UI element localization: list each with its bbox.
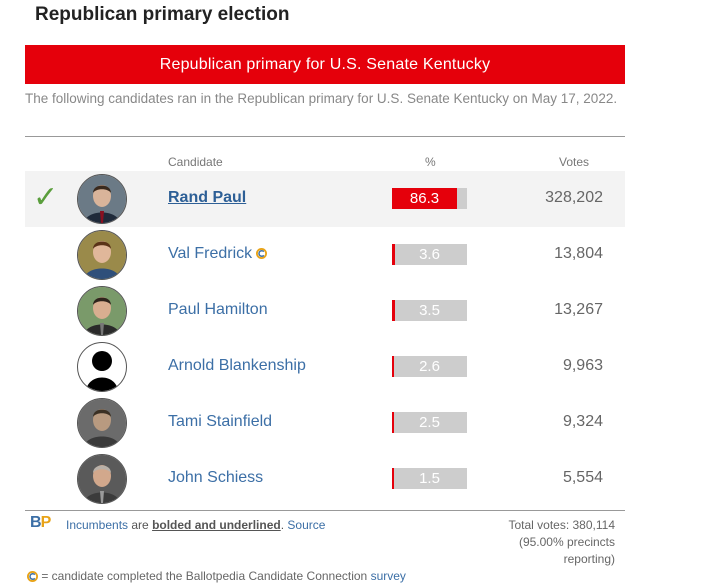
candidate-name: John Schiess — [168, 469, 264, 486]
vote-percent-label: 1.5 — [419, 470, 440, 487]
candidate-name: Rand Paul — [168, 189, 247, 206]
candidate-photo[interactable] — [77, 342, 127, 392]
checkmark-icon: ✓ — [33, 180, 59, 215]
section-heading: Republican primary election — [35, 4, 290, 25]
vote-percent-bar: 2.6 — [392, 356, 467, 377]
survey-link[interactable]: survey — [370, 569, 406, 583]
vote-count: 13,804 — [554, 245, 603, 262]
vote-percent-fill — [392, 300, 395, 321]
candidate-connection-icon — [27, 571, 38, 583]
candidate-photo[interactable] — [77, 398, 127, 448]
logo-letter-p: P — [40, 514, 52, 531]
candidate-row: Arnold Blankenship 2.6 9,963 — [25, 339, 625, 395]
candidate-name-link[interactable]: Val Fredrick — [168, 245, 268, 263]
vote-percent-label: 3.6 — [419, 246, 440, 263]
top-divider — [25, 136, 625, 137]
candidate-name-link[interactable]: Arnold Blankenship — [168, 357, 306, 375]
vote-percent-fill — [392, 188, 457, 209]
column-header-candidate: Candidate — [168, 155, 223, 169]
footnote-bolded-underlined: bolded and underlined — [152, 518, 281, 532]
race-banner: Republican primary for U.S. Senate Kentu… — [25, 45, 625, 84]
vote-count: 5,554 — [562, 469, 603, 486]
column-header-votes: Votes — [559, 155, 590, 169]
vote-percent-bar: 2.5 — [392, 412, 467, 433]
vote-percent-bar: 1.5 — [392, 468, 467, 489]
total-votes-line-3: reporting) — [563, 552, 615, 566]
total-votes: Total votes: 380,114 (95.00% precincts r… — [455, 517, 615, 568]
candidate-row: Paul Hamilton 3.5 13,267 — [25, 283, 625, 339]
vote-percent-fill — [392, 244, 395, 265]
vote-percent-label: 86.3 — [409, 190, 440, 207]
bottom-divider — [25, 510, 625, 511]
candidate-photo[interactable] — [77, 286, 127, 336]
cc-note-text: = candidate completed the Ballotpedia Ca… — [38, 569, 371, 583]
candidate-name: Val Fredrick — [168, 245, 253, 262]
race-description: The following candidates ran in the Repu… — [25, 91, 618, 106]
column-header-percent: % — [425, 155, 436, 169]
candidate-name-link[interactable]: Tami Stainfield — [168, 413, 272, 431]
vote-percent-bar: 3.5 — [392, 300, 467, 321]
vote-count: 328,202 — [545, 189, 603, 206]
candidate-name-link[interactable]: Rand Paul — [168, 189, 246, 207]
vote-percent-fill — [392, 356, 395, 377]
vote-count: 13,267 — [554, 301, 603, 318]
footnote-period: . — [280, 518, 288, 532]
footnote-are: are — [128, 518, 153, 532]
incumbents-link[interactable]: Incumbents — [66, 518, 129, 532]
candidate-name-link[interactable]: Paul Hamilton — [168, 301, 268, 319]
vote-percent-bar: 86.3 — [392, 188, 467, 209]
candidate-photo[interactable] — [77, 230, 127, 280]
vote-percent-label: 2.6 — [419, 358, 440, 375]
candidate-photo[interactable] — [77, 454, 127, 504]
vote-percent-fill — [392, 468, 395, 489]
candidate-connection-note: = candidate completed the Ballotpedia Ca… — [27, 569, 406, 583]
candidate-name: Arnold Blankenship — [168, 357, 306, 374]
candidate-name: Paul Hamilton — [168, 301, 268, 318]
vote-percent-fill — [392, 412, 395, 433]
vote-percent-bar: 3.6 — [392, 244, 467, 265]
vote-percent-label: 3.5 — [419, 302, 440, 319]
vote-percent-label: 2.5 — [419, 414, 440, 431]
candidate-name-link[interactable]: John Schiess — [168, 469, 263, 487]
logo-letter-b: B — [30, 514, 42, 531]
source-link[interactable]: Source — [287, 518, 326, 532]
incumbent-footnote: Incumbents are bolded and underlined. So… — [66, 518, 325, 532]
candidate-row: Val Fredrick 3.6 13,804 — [25, 227, 625, 283]
candidate-row: ✓ Rand Paul 86.3 328,202 — [25, 171, 625, 227]
candidate-name: Tami Stainfield — [168, 413, 273, 430]
candidate-row: Tami Stainfield 2.5 9,324 — [25, 395, 625, 451]
vote-count: 9,963 — [562, 357, 603, 374]
vote-count: 9,324 — [562, 413, 603, 430]
ballotpedia-logo: BP — [30, 514, 52, 532]
candidate-row: John Schiess 1.5 5,554 — [25, 451, 625, 507]
candidate-photo[interactable] — [77, 174, 127, 224]
candidate-connection-icon[interactable] — [256, 248, 268, 260]
total-votes-line-2: (95.00% precincts — [518, 535, 615, 549]
total-votes-line-1: Total votes: 380,114 — [508, 518, 615, 532]
